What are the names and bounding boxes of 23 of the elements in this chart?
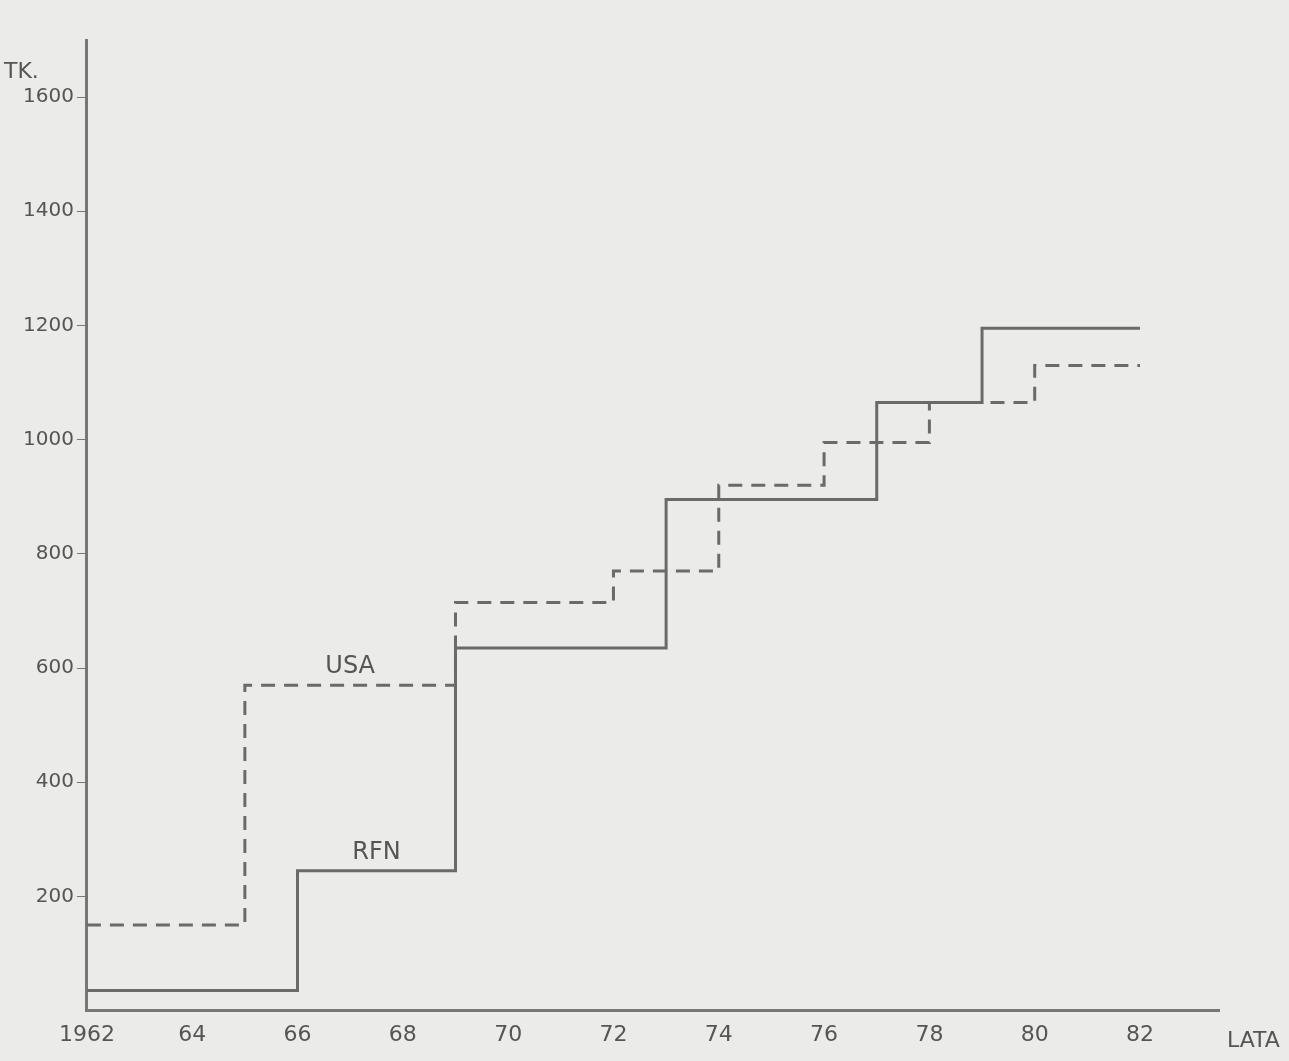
x-axis-title: LATA — [1227, 1027, 1280, 1053]
x-tick-label: 76 — [810, 1020, 839, 1046]
y-tick-label: 600 — [35, 654, 74, 679]
x-tick-label: 66 — [283, 1020, 312, 1046]
x-tick-label: 68 — [388, 1020, 417, 1046]
x-tick-label: 74 — [704, 1020, 733, 1046]
x-tick-label: 1962 — [58, 1020, 115, 1046]
y-tick-label: 1200 — [22, 311, 74, 336]
series-label: USA — [325, 651, 376, 680]
series-label: RFN — [352, 836, 401, 865]
x-tick-label: 78 — [915, 1020, 944, 1046]
x-tick-label: 82 — [1126, 1020, 1155, 1046]
y-tick-label: 200 — [35, 882, 74, 907]
y-tick-label: 1400 — [22, 197, 74, 222]
y-tick-label: 800 — [35, 540, 74, 565]
y-tick-label: 1600 — [22, 83, 74, 108]
y-tick-label: 1000 — [22, 425, 74, 450]
x-tick-label: 80 — [1020, 1020, 1049, 1046]
y-tick-label: 400 — [35, 768, 74, 793]
x-tick-label: 64 — [178, 1020, 207, 1046]
y-axis-title: TK. — [3, 57, 39, 83]
x-tick-label: 72 — [599, 1020, 628, 1046]
x-tick-label: 70 — [494, 1020, 523, 1046]
